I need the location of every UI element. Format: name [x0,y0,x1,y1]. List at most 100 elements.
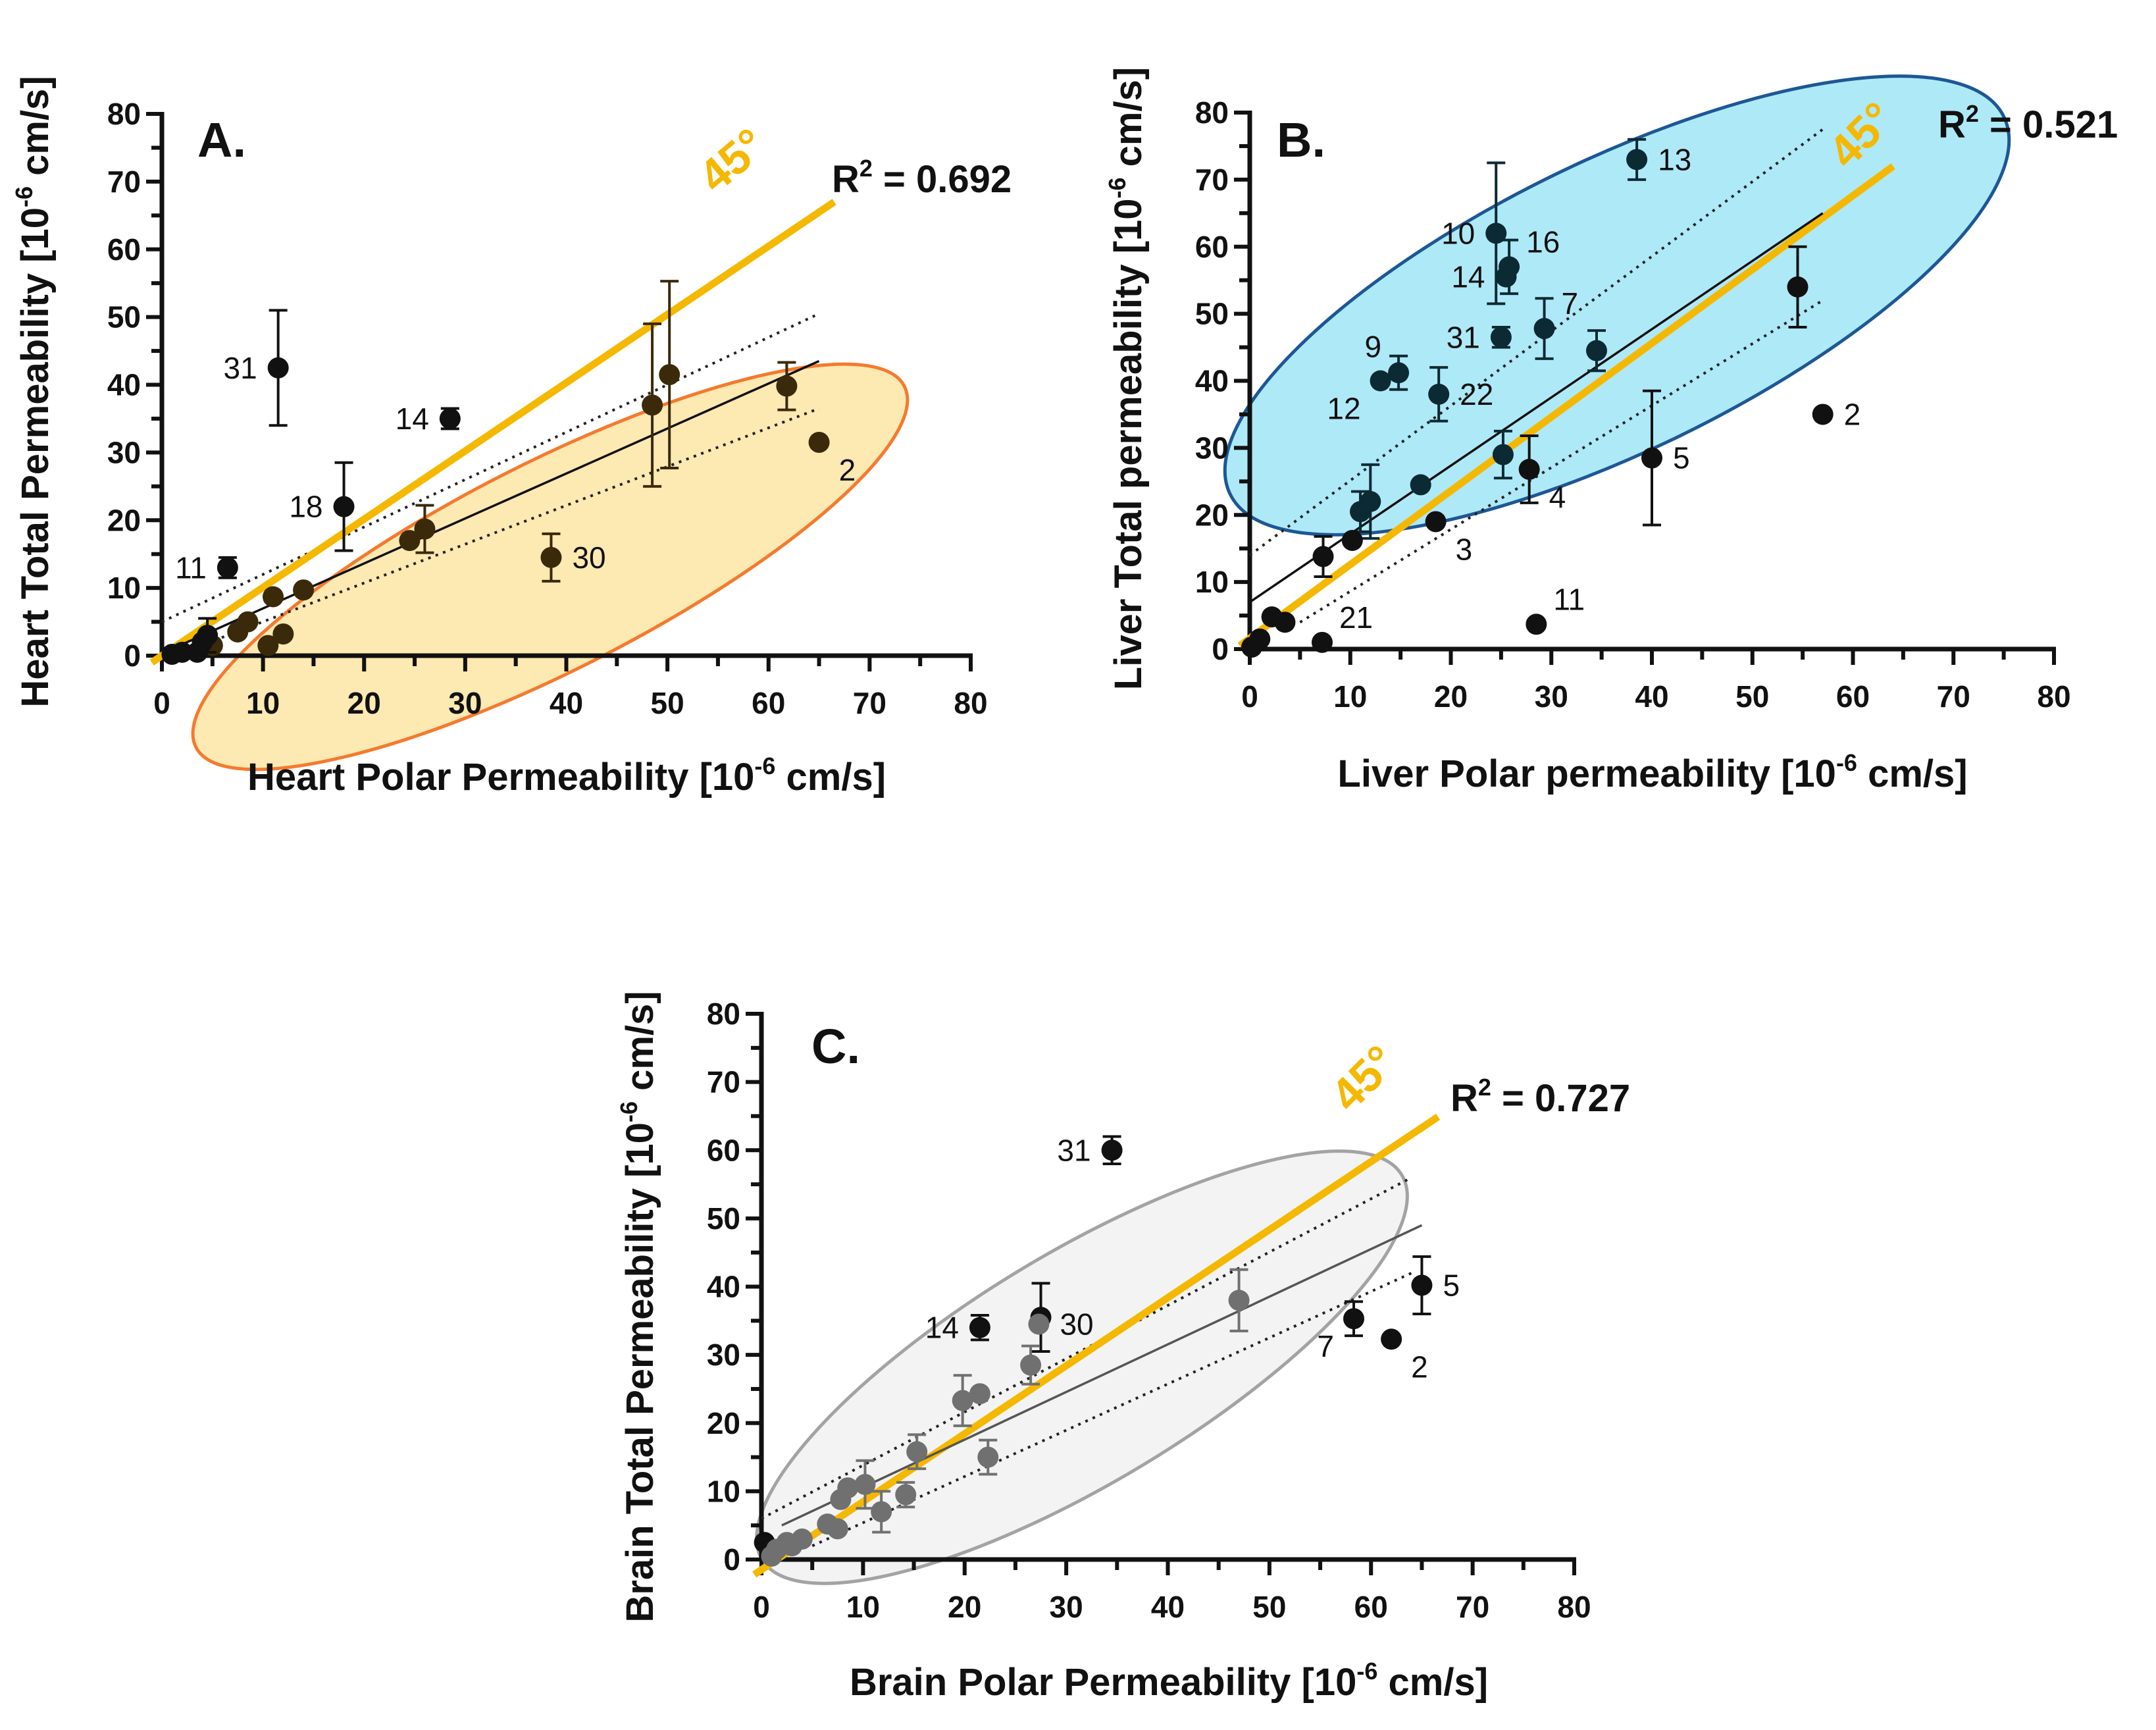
data-point[interactable] [257,635,279,656]
data-point[interactable] [1490,327,1512,348]
y-tick-label: 30 [107,435,141,469]
y-tick-label: 60 [107,232,141,267]
data-point[interactable] [1425,511,1447,533]
y-axis-title-main: Liver Total permeability [10 [1107,198,1150,690]
y-tick-label: 0 [1212,632,1229,666]
data-point[interactable] [1787,276,1809,298]
cluster-ellipse [1223,74,2011,537]
data-point[interactable] [1641,447,1662,469]
point-label: 14 [1451,260,1485,294]
y-tick-label: 60 [707,1133,740,1167]
r-squared-label-main: R [1450,1077,1478,1120]
data-point[interactable] [1341,529,1363,551]
data-point[interactable] [871,1501,892,1523]
data-point[interactable] [1492,444,1514,465]
panel-c: 00 10 10 20 20 30 30 40 40 50 50 60 60 70 70 80 80 31 14 30… [615,991,1630,1704]
data-point[interactable] [817,1513,838,1535]
data-point[interactable] [642,394,663,416]
data-point[interactable] [1028,1313,1050,1335]
point-label: 30 [1060,1307,1093,1341]
data-point[interactable] [1495,266,1517,288]
data-point[interactable] [1388,362,1410,384]
data-point[interactable] [1381,1328,1402,1350]
data-point[interactable] [1410,474,1431,496]
r-squared-label-superscript: 2 [1478,1074,1491,1101]
data-point[interactable] [262,586,284,608]
data-point[interactable] [1312,546,1334,567]
data-point[interactable] [1812,404,1834,425]
data-point[interactable] [1485,223,1507,244]
point-label: 16 [1526,224,1560,259]
x-tick-label: 10 [246,686,280,720]
data-point[interactable] [1311,631,1333,653]
data-point[interactable] [1411,1274,1433,1296]
x-tick-label: 0 [1241,679,1258,714]
y-tick-label: 40 [1195,364,1229,398]
data-point[interactable] [293,579,315,601]
point-label: 22 [1460,377,1493,411]
identity-45-degree-line [752,1113,1441,1578]
y-axis-title: Heart Total Permeability [10-6 cm/s] [11,76,57,707]
data-point[interactable] [1626,149,1648,170]
data-point[interactable] [1343,1308,1365,1330]
data-point[interactable] [952,1390,973,1411]
y-axis-title-main: Heart Total Permeability [10 [14,207,57,708]
data-point[interactable] [1518,458,1540,480]
y-axis-title-tail: cm/s] [1107,67,1150,178]
r-squared-label-main: R [832,158,860,201]
data-point[interactable] [969,1383,990,1405]
data-point[interactable] [1370,370,1391,392]
data-point[interactable] [906,1441,928,1463]
x-tick-label: 50 [1735,679,1769,714]
data-point[interactable] [830,1488,852,1510]
data-point[interactable] [267,357,289,379]
data-point[interactable] [439,407,461,429]
data-point[interactable] [540,546,562,568]
data-point[interactable] [659,364,680,386]
x-axis-title-main: Brain Polar Permeability [10 [850,1661,1356,1704]
y-tick-label: 40 [107,368,141,402]
point-label: 31 [1447,320,1480,354]
r-squared-label-main: R [1938,103,1966,146]
data-point[interactable] [414,518,436,540]
data-point[interactable] [1020,1354,1042,1376]
y-tick-label: 0 [124,639,141,673]
data-point[interactable] [272,623,294,645]
confidence-band-lower [192,407,820,650]
y-tick-label: 80 [707,997,740,1031]
data-point[interactable] [1350,501,1372,523]
data-point[interactable] [1241,636,1263,658]
data-point[interactable] [217,557,238,579]
y-tick-label: 20 [107,503,141,537]
point-label: 11 [175,550,207,585]
y-tick-label: 10 [1195,565,1229,599]
data-point[interactable] [1585,340,1607,361]
data-point[interactable] [1274,612,1296,633]
data-point[interactable] [186,641,208,663]
panel-letter: C. [811,1019,860,1074]
x-axis-title-main: Heart Polar Permeability [10 [247,756,754,799]
x-tick-label: 70 [853,686,886,720]
data-point[interactable] [808,431,830,453]
data-point[interactable] [1101,1140,1123,1161]
data-point[interactable] [1533,318,1555,340]
data-point[interactable] [977,1446,999,1468]
data-point[interactable] [333,496,355,517]
data-point[interactable] [161,643,183,665]
data-point[interactable] [399,530,421,552]
data-point[interactable] [761,1545,783,1567]
data-point[interactable] [1228,1290,1250,1311]
point-label: 9 [1364,329,1381,363]
data-point[interactable] [1526,614,1547,635]
x-tick-label: 50 [1252,1590,1286,1624]
data-point[interactable] [895,1484,917,1506]
data-point[interactable] [854,1474,876,1496]
data-point[interactable] [1428,383,1450,405]
x-tick-label: 50 [651,686,684,720]
x-axis-title: Brain Polar Permeability [10-6 cm/s] [850,1658,1488,1704]
data-point[interactable] [969,1317,990,1338]
x-tick-label: 0 [153,686,170,720]
data-point[interactable] [776,375,798,397]
r-squared-label-tail: = 0.692 [873,158,1012,201]
data-point[interactable] [227,621,249,642]
